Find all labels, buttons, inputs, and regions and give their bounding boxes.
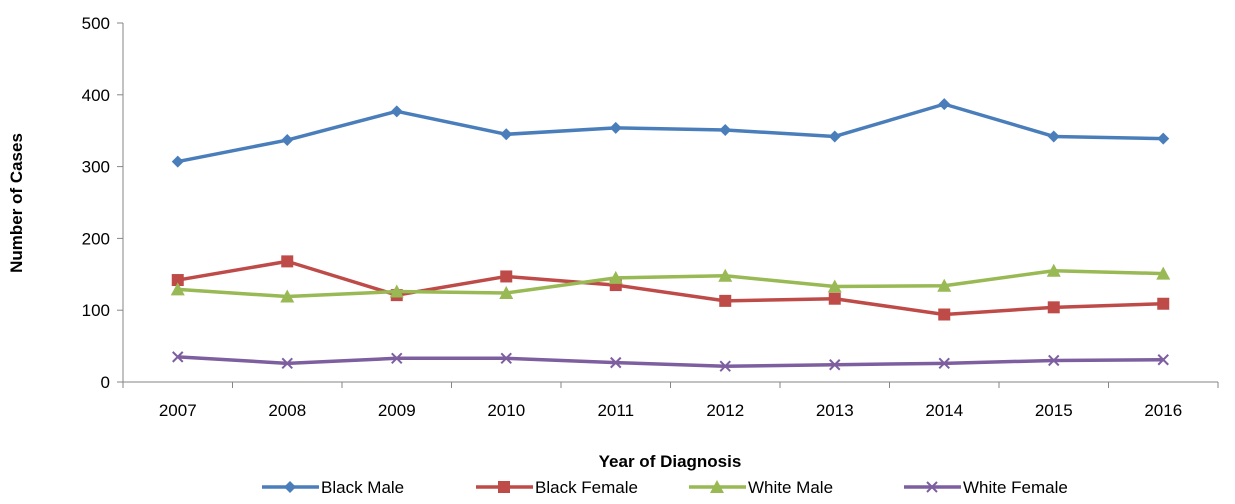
data-point: [391, 352, 403, 365]
data-point: [1157, 354, 1169, 366]
data-point: [171, 274, 184, 287]
x-tick-label: 2014: [925, 401, 963, 420]
legend-label: Black Female: [535, 478, 638, 497]
data-point: [1156, 266, 1171, 280]
data-point: [281, 255, 294, 268]
legend-item: White Male: [689, 478, 833, 497]
data-point: [719, 294, 732, 307]
data-point: [1046, 263, 1061, 277]
data-point: [937, 278, 952, 292]
data-point: [281, 134, 294, 147]
y-tick-label: 300: [82, 158, 110, 177]
series-line: [177, 102, 1164, 164]
data-point: [171, 155, 184, 168]
data-point: [390, 105, 403, 118]
data-point: [1157, 132, 1170, 145]
data-point: [1048, 354, 1060, 367]
data-point: [828, 130, 841, 143]
data-point: [170, 282, 185, 296]
data-point: [938, 308, 951, 321]
data-point: [389, 284, 404, 298]
y-tick-label: 100: [82, 301, 110, 320]
data-point: [828, 292, 841, 305]
y-axis: 0 100 200 300 400 500: [82, 14, 124, 392]
y-tick-label: 400: [82, 86, 110, 105]
y-tick-label: 500: [82, 14, 110, 33]
legend-label: White Male: [748, 478, 833, 497]
data-point: [500, 352, 512, 365]
series-white-male: [170, 263, 1171, 303]
data-point: [719, 123, 732, 136]
data-point: [499, 285, 514, 299]
x-tick-label: 2016: [1144, 401, 1182, 420]
x-tick-label: 2012: [706, 401, 744, 420]
legend-marker: [710, 480, 724, 493]
series-layer: [170, 98, 1171, 372]
data-point: [280, 289, 295, 303]
y-tick-label: 0: [101, 373, 110, 392]
data-point: [938, 357, 950, 370]
data-point: [938, 98, 951, 111]
data-point: [500, 270, 513, 283]
data-point: [829, 359, 841, 371]
data-point: [1047, 301, 1060, 314]
x-tick-label: 2007: [159, 401, 197, 420]
series-line: [177, 259, 1164, 317]
legend-item: Black Male: [262, 478, 404, 497]
data-point: [1157, 297, 1170, 310]
x-tick-label: 2013: [816, 401, 854, 420]
series-line: [177, 268, 1164, 299]
legend: Black Male Black Female White Male White Fe…: [262, 478, 1068, 497]
legend-label: White Female: [963, 478, 1068, 497]
data-point: [827, 279, 842, 293]
data-point: [1047, 130, 1060, 143]
data-point: [281, 357, 293, 370]
x-axis: 2007 2008 2009 2010 2011 2012 2013 2014 2015 2016: [122, 381, 1219, 420]
series-line: [177, 355, 1164, 368]
legend-marker: [284, 481, 296, 493]
data-point: [609, 121, 622, 134]
series-black-male: [171, 98, 1170, 168]
legend-marker: [498, 481, 510, 493]
data-point: [500, 128, 513, 141]
series-black-female: [171, 255, 1170, 321]
x-tick-label: 2008: [268, 401, 306, 420]
legend-item: Black Female: [476, 478, 638, 497]
data-point: [608, 270, 623, 284]
data-point: [718, 268, 733, 282]
data-point: [172, 351, 184, 363]
legend-item: White Female: [904, 478, 1068, 497]
x-tick-label: 2015: [1035, 401, 1073, 420]
data-point: [610, 356, 622, 369]
x-tick-label: 2011: [597, 401, 634, 420]
legend-marker: [926, 481, 938, 493]
x-tick-label: 2010: [487, 401, 525, 420]
y-axis-title: Number of Cases: [7, 133, 26, 273]
x-axis-title: Year of Diagnosis: [599, 452, 742, 471]
data-point: [719, 360, 731, 372]
y-tick-label: 200: [82, 229, 110, 248]
legend-label: Black Male: [321, 478, 404, 497]
series-white-female: [172, 351, 1169, 372]
x-tick-label: 2009: [378, 401, 416, 420]
